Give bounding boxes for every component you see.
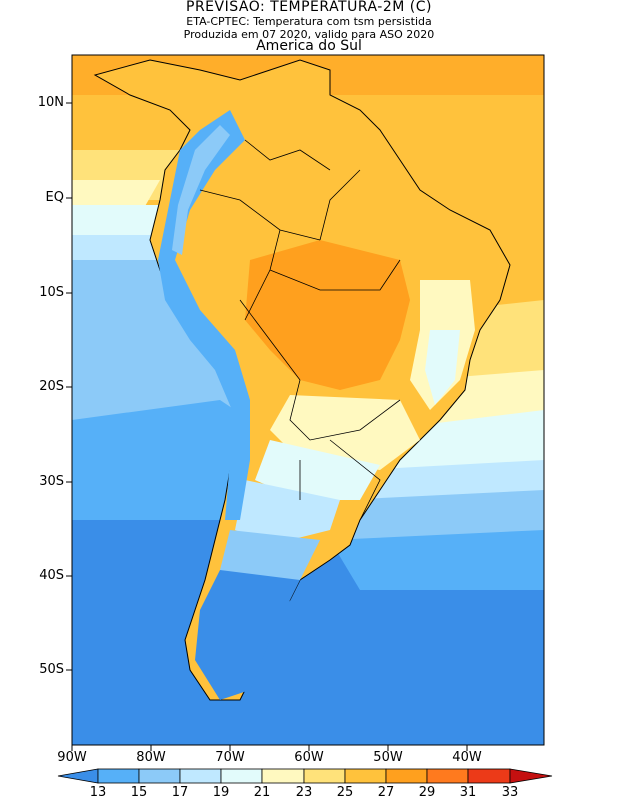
- colorbar-cell: [344, 768, 387, 784]
- lat-label-30s: 30S: [39, 474, 64, 489]
- lat-label-eq: EQ: [45, 190, 64, 205]
- andes-light: [172, 125, 230, 255]
- colorbar-cell: [467, 768, 511, 784]
- colorbar-label: 31: [459, 785, 477, 800]
- colorbar-label: 13: [89, 785, 107, 800]
- south-land-21: [255, 440, 380, 500]
- colorbar: [57, 768, 553, 784]
- lon-label-80w: 80W: [136, 750, 166, 765]
- map-validity: Produzida em 07 2020, valido para ASO 20…: [183, 28, 435, 41]
- lat-label-50s: 50S: [39, 662, 64, 677]
- lon-label-90w: 90W: [57, 750, 87, 765]
- colorbar-label: 25: [336, 785, 354, 800]
- colorbar-label: 29: [418, 785, 436, 800]
- colorbar-label: 17: [171, 785, 189, 800]
- colorbar-cell: [138, 768, 181, 784]
- lon-label-70w: 70W: [215, 750, 245, 765]
- lon-label-40w: 40W: [452, 750, 482, 765]
- pacific-15: [72, 400, 250, 530]
- lon-label-50w: 50W: [373, 750, 403, 765]
- x-ticks: [71, 745, 468, 751]
- colorbar-label: 15: [130, 785, 148, 800]
- country-borders: [199, 139, 401, 521]
- colorbar-label: 19: [212, 785, 230, 800]
- colorbar-cell: [303, 768, 346, 784]
- colorbar-cell: [385, 768, 428, 784]
- colorbar-cell: [97, 768, 140, 784]
- brazil-east-21: [425, 330, 460, 405]
- lat-label-10s: 10S: [39, 285, 64, 300]
- colorbar-left-arrow: [57, 768, 99, 784]
- y-ticks: [66, 102, 72, 671]
- patagonia-19: [235, 480, 340, 545]
- lat-label-10n: 10N: [37, 95, 64, 110]
- colorbar-label: 21: [253, 785, 271, 800]
- colorbar-label: 27: [377, 785, 395, 800]
- lat-label-20s: 20S: [39, 379, 64, 394]
- map-subtitle: ETA-CPTEC: Temperatura com tsm persistid…: [186, 15, 432, 28]
- lat-label-40s: 40S: [39, 568, 64, 583]
- colorbar-right-arrow: [509, 768, 553, 784]
- colorbar-label: 23: [295, 785, 313, 800]
- colorbar-cell: [179, 768, 222, 784]
- lon-label-60w: 60W: [294, 750, 324, 765]
- colorbar-label: 33: [501, 785, 519, 800]
- interior-warm: [245, 240, 410, 390]
- temperature-field: [72, 55, 544, 745]
- patagonia-cold: [195, 570, 300, 700]
- colorbar-cell: [261, 768, 305, 784]
- map-frame: [71, 54, 545, 746]
- atlantic-15: [330, 530, 544, 590]
- map-title: PREVISAO: TEMPERATURA-2M (C): [186, 0, 432, 15]
- colorbar-cell: [426, 768, 469, 784]
- colorbar-cell: [220, 768, 263, 784]
- map-region: America do Sul: [256, 38, 362, 54]
